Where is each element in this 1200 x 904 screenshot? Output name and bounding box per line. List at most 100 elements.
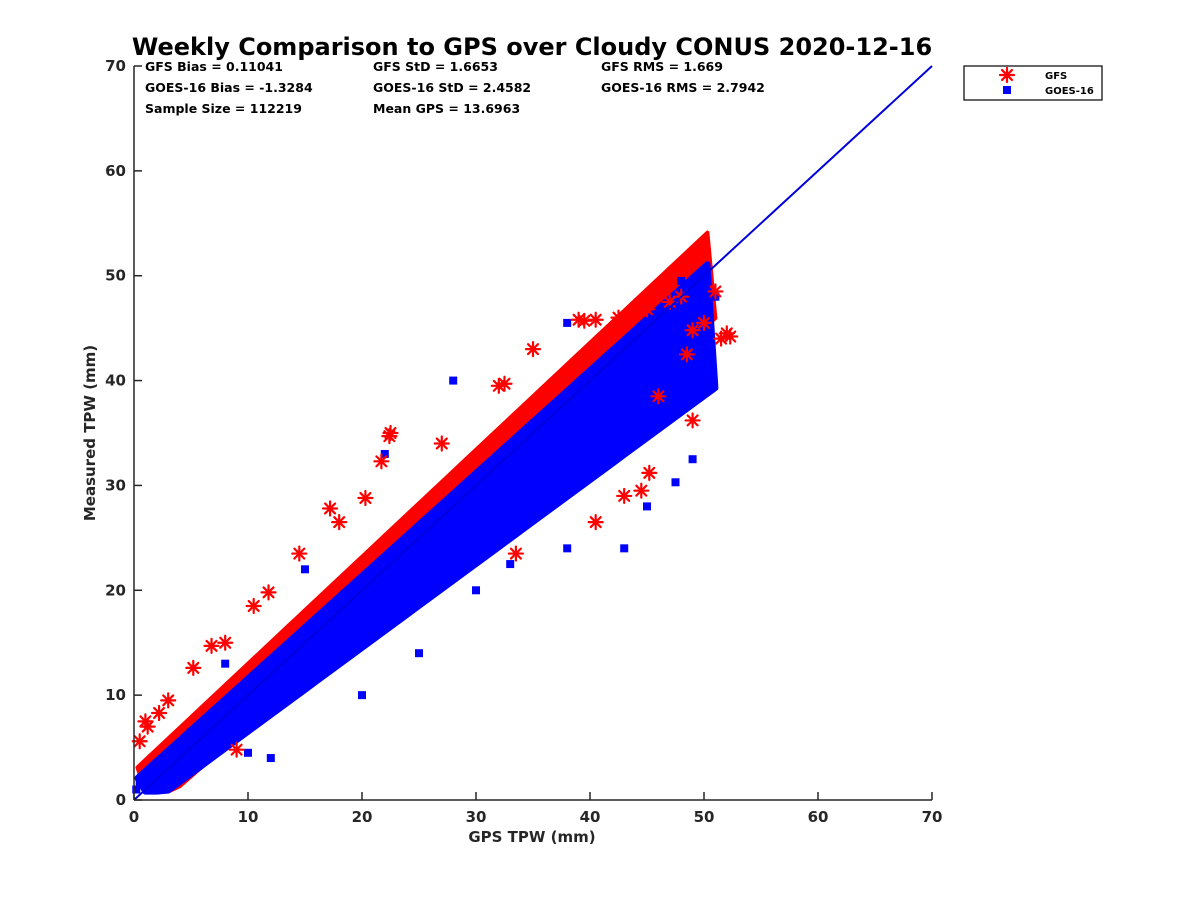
gfs-point bbox=[576, 312, 593, 329]
goes16-point bbox=[608, 366, 617, 375]
gfs-point bbox=[260, 584, 277, 601]
stat-text: Mean GPS = 13.6963 bbox=[373, 101, 520, 116]
goes16-point bbox=[147, 769, 156, 778]
goes16-point bbox=[551, 418, 560, 427]
goes16-point bbox=[415, 649, 423, 658]
goes16-point bbox=[563, 318, 572, 327]
gfs-point bbox=[638, 301, 656, 318]
gfs-point bbox=[131, 733, 148, 750]
goes16-point bbox=[506, 455, 515, 464]
goes16-point bbox=[426, 533, 435, 542]
gfs-point bbox=[433, 435, 450, 452]
legend-gfs-asterisk bbox=[998, 66, 1016, 84]
axes-layer: 0 10 20 30 40 50 60 70 0 10 20 30 40 50 60 70 bbox=[105, 57, 942, 826]
goes16-point bbox=[369, 581, 378, 590]
legend-gfs-label: GFS bbox=[1045, 71, 1067, 82]
goes16-point bbox=[392, 560, 401, 569]
gfs-point bbox=[245, 597, 262, 615]
goes16-point bbox=[198, 743, 207, 752]
goes16-point bbox=[643, 502, 651, 511]
gfs-point bbox=[524, 341, 542, 358]
y-axis-label: Measured TPW (mm) bbox=[81, 345, 99, 521]
goes16-point bbox=[665, 318, 674, 327]
legend-goes16-marker bbox=[1003, 86, 1011, 94]
goes16-point bbox=[221, 727, 230, 736]
data-points-layer bbox=[131, 65, 933, 801]
x-tick-label: 10 bbox=[238, 808, 259, 826]
gfs-point bbox=[507, 545, 525, 562]
y-tick-label: 40 bbox=[105, 372, 126, 390]
goes16-point bbox=[266, 754, 275, 763]
goes16-point bbox=[255, 691, 264, 700]
gfs-point bbox=[203, 637, 220, 654]
goes16-point bbox=[574, 397, 583, 406]
gfs-point bbox=[587, 311, 604, 328]
goes16-point bbox=[135, 780, 144, 789]
goes16-point bbox=[460, 502, 469, 511]
goes16-point bbox=[506, 560, 515, 569]
goes16-point bbox=[187, 754, 195, 763]
x-tick-label: 70 bbox=[922, 808, 943, 826]
goes16-point bbox=[158, 775, 167, 784]
x-tick-label: 20 bbox=[352, 808, 373, 826]
gfs-point bbox=[357, 489, 374, 507]
goes16-point bbox=[380, 575, 389, 584]
goes16-point bbox=[677, 276, 686, 285]
legend-goes16-label: GOES-16 bbox=[1045, 86, 1094, 97]
data-cloud-layer bbox=[134, 230, 719, 795]
x-tick-label: 50 bbox=[694, 808, 715, 826]
x-tick-label: 40 bbox=[580, 808, 601, 826]
gfs-point bbox=[139, 718, 156, 735]
y-tick-label: 60 bbox=[105, 162, 126, 180]
goes16-point bbox=[671, 478, 680, 487]
gfs-point bbox=[610, 309, 627, 326]
goes16-point bbox=[529, 434, 537, 443]
y-tick-label: 20 bbox=[105, 581, 126, 599]
goes16-point bbox=[415, 539, 423, 548]
goes16-point bbox=[175, 743, 184, 752]
goes16-point bbox=[346, 602, 355, 611]
goes16-point bbox=[209, 717, 218, 726]
gfs-point bbox=[217, 634, 234, 651]
goes16-point bbox=[643, 334, 651, 343]
goes16-point bbox=[494, 470, 503, 479]
stats-annotations: GFS Bias = 0.11041 GFS StD = 1.6653 GFS RM… bbox=[145, 59, 765, 116]
goes16-point bbox=[563, 402, 572, 411]
goes16-point bbox=[152, 764, 161, 773]
legend: GFS GOES-16 bbox=[963, 65, 1103, 101]
goes16-point bbox=[380, 449, 389, 458]
gfs-point bbox=[650, 388, 667, 405]
gfs-point bbox=[291, 545, 308, 562]
goes16-point bbox=[141, 775, 150, 784]
goes16-point bbox=[244, 748, 252, 757]
x-tick-label: 30 bbox=[466, 808, 487, 826]
goes16-point bbox=[677, 313, 686, 322]
goes16-point bbox=[631, 345, 640, 354]
x-axis-label: GPS TPW (mm) bbox=[468, 828, 595, 846]
stat-text: Sample Size = 112219 bbox=[145, 101, 302, 116]
goes16-point bbox=[358, 691, 366, 700]
stat-text: GOES-16 RMS = 2.7942 bbox=[601, 80, 765, 95]
stat-text: GOES-16 Bias = -1.3284 bbox=[145, 80, 313, 95]
y-tick-label: 50 bbox=[105, 267, 126, 285]
y-tick-label: 0 bbox=[116, 791, 126, 809]
goes16-point bbox=[688, 455, 697, 464]
stat-text: GFS StD = 1.6653 bbox=[373, 59, 498, 74]
gfs-point bbox=[321, 500, 339, 517]
goes16-point bbox=[620, 544, 629, 553]
gfs-point bbox=[185, 659, 202, 676]
gfs-point bbox=[382, 424, 399, 442]
goes16-point bbox=[483, 481, 492, 490]
chart-title: Weekly Comparison to GPS over Cloudy CON… bbox=[132, 33, 932, 61]
gfs-point bbox=[150, 704, 168, 722]
gfs-point bbox=[587, 514, 604, 531]
goes16-point bbox=[472, 586, 480, 595]
goes16-point bbox=[187, 727, 195, 736]
goes16-point bbox=[132, 785, 141, 794]
goes16-point bbox=[335, 617, 344, 626]
goes16-point bbox=[654, 329, 663, 338]
gfs-point bbox=[695, 314, 713, 331]
goes16-point bbox=[358, 596, 366, 605]
